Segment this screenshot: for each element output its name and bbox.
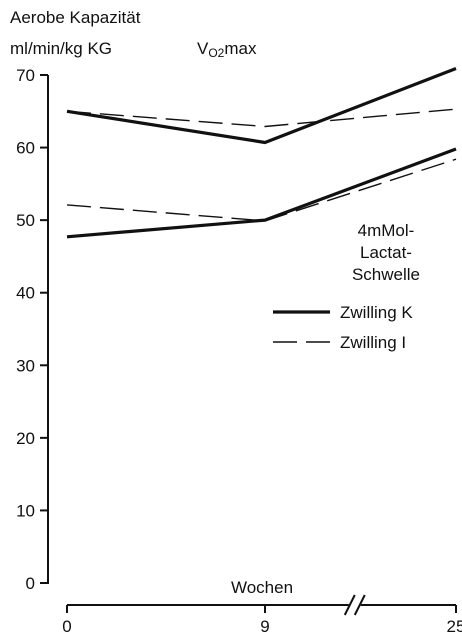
legend-label: Zwilling I xyxy=(340,333,406,352)
y-axis-unit-label: ml/min/kg KG xyxy=(10,39,113,58)
series-line-zwilling-k-vo2max xyxy=(66,67,457,145)
vo2max-label-main: V xyxy=(197,39,209,58)
x-axis-title: Wochen xyxy=(231,578,293,597)
x-axis-break-mark xyxy=(343,594,356,616)
y-axis: 0 10 20 30 40 50 60 70 xyxy=(16,66,49,593)
y-tick-label: 10 xyxy=(16,501,35,520)
y-tick-label: 20 xyxy=(16,429,35,448)
y-tick-label: 40 xyxy=(16,284,35,303)
x-tick-label: 25 xyxy=(447,617,462,635)
lactat-label-line-3: Schwelle xyxy=(351,265,421,284)
y-tick-label: 70 xyxy=(16,66,35,85)
lactat-label-line-2: Lactat- xyxy=(360,243,412,262)
y-tick-label: 30 xyxy=(16,356,35,375)
y-tick-label: 0 xyxy=(26,574,35,593)
x-axis-break-mark xyxy=(353,594,366,616)
series-line-zwilling-k-lactat xyxy=(66,147,457,239)
series-lines xyxy=(66,67,457,239)
y-tick-label: 60 xyxy=(16,139,35,158)
vo2max-label-tail: max xyxy=(224,39,257,58)
vo2max-label-sub: O2 xyxy=(208,46,225,60)
y-tick-label: 50 xyxy=(16,211,35,230)
x-tick-label: 0 xyxy=(62,617,71,635)
chart-title: Aerobe Kapazität xyxy=(10,8,141,27)
legend: Zwilling K Zwilling I xyxy=(273,303,413,352)
vo2max-label: VO2max xyxy=(197,40,256,59)
legend-label: Zwilling K xyxy=(340,303,413,322)
series-line-zwilling-i-lactat xyxy=(66,158,457,222)
lactat-label-line-1: 4mMol- xyxy=(357,221,415,240)
series-line-zwilling-i-vo2max xyxy=(66,108,457,128)
lactat-schwelle-label: 4mMol- Lactat- Schwelle xyxy=(331,220,441,286)
x-tick-label: 9 xyxy=(260,617,269,635)
x-axis: 0 9 25 Wochen xyxy=(62,578,462,635)
